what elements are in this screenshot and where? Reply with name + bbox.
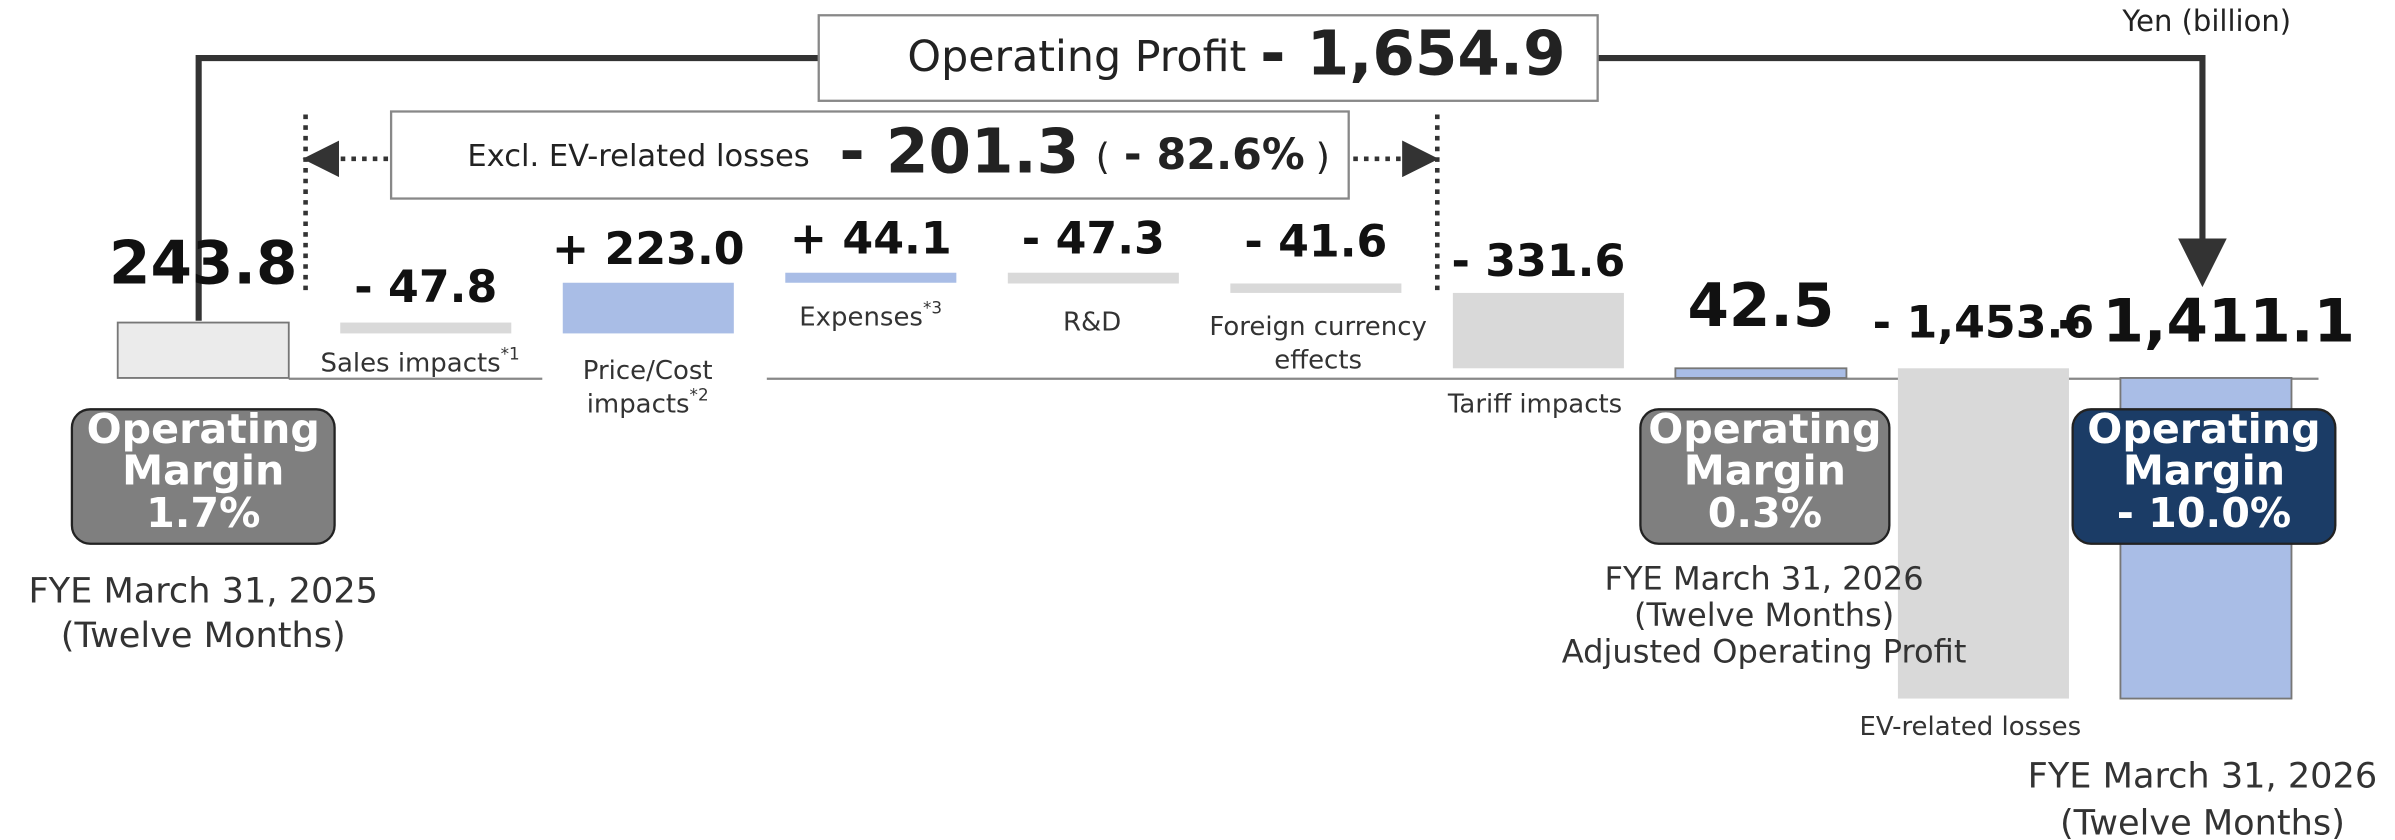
bar — [562, 282, 734, 334]
category-label: Price/Cost impacts*2 — [583, 356, 713, 420]
margin-label: Operating Margin — [87, 405, 320, 494]
margin-label: Operating Margin — [1648, 405, 1881, 494]
margin-box — [2071, 408, 2337, 545]
op-value: - 1,654.9 — [1260, 19, 1566, 90]
connector — [195, 54, 819, 321]
data-label: + 223.0 — [552, 224, 745, 275]
data-label: 243.8 — [109, 229, 297, 298]
category-label: Foreign currency effects — [1209, 311, 1426, 375]
data-label: 42.5 — [1687, 272, 1834, 341]
category-label: FYE March 31, 2026 (Twelve Months) Adjuste… — [1562, 559, 1967, 670]
data-label: + 44.1 — [790, 213, 952, 264]
bar — [1674, 367, 1848, 379]
bar — [1897, 368, 2069, 699]
bar — [116, 321, 290, 379]
margin-box — [70, 408, 336, 545]
unit-note: Yen (billion) — [2121, 4, 2291, 38]
category-label: Tariff impacts — [1447, 389, 1622, 419]
category-label: Sales impacts*1 — [320, 343, 519, 378]
bar — [1230, 283, 1402, 293]
bar — [1452, 292, 1624, 369]
category-label: Expenses*3 — [799, 298, 942, 333]
data-label: - 47.8 — [354, 262, 497, 313]
margin-value: 0.3% — [1708, 489, 1822, 537]
excl-box — [389, 110, 1350, 200]
data-label: - 331.6 — [1451, 236, 1625, 287]
data-label: - 1,453.6 — [1873, 297, 2095, 348]
excl-label: Excl. EV-related losses — [467, 139, 809, 174]
category-label: R&D — [1063, 307, 1121, 337]
excl-paren: ( — [1096, 135, 1110, 178]
data-label: - 1,411.1 — [2057, 287, 2355, 356]
category-label: FYE March 31, 2026 (Twelve Months) — [2028, 755, 2378, 840]
op-label: Operating Profit — [907, 32, 1246, 82]
data-label: - 47.3 — [1022, 213, 1165, 264]
margin-box — [1639, 408, 1891, 545]
excl-paren: ) — [1316, 135, 1330, 178]
op-box — [817, 14, 1599, 102]
data-label: - 41.6 — [1244, 216, 1387, 267]
margin-value: - 10.0% — [2117, 489, 2291, 537]
excl-pct: - 82.6% — [1124, 130, 1305, 180]
bar — [1007, 272, 1179, 284]
margin-value: 1.7% — [146, 489, 260, 537]
excl-value: - 201.3 — [839, 116, 1079, 187]
bar — [785, 272, 957, 283]
category-label: EV-related losses — [1859, 711, 2081, 741]
connector — [1597, 54, 2227, 288]
category-label: FYE March 31, 2025 (Twelve Months) — [28, 571, 378, 656]
margin-label: Operating Margin — [2087, 405, 2320, 494]
bar — [340, 322, 512, 334]
